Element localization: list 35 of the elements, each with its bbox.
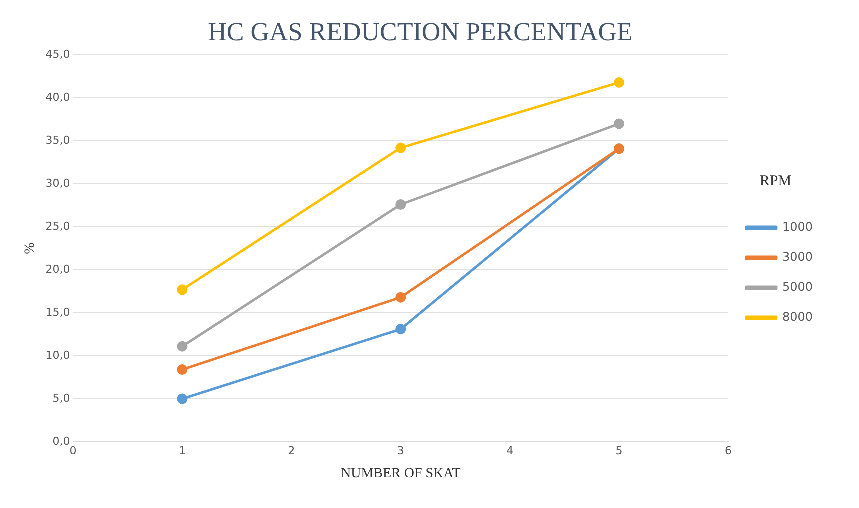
legend-label: 1000 bbox=[782, 220, 814, 234]
x-axis-title: NUMBER OF SKAT bbox=[340, 466, 462, 482]
point bbox=[614, 118, 625, 130]
legend-label: 5000 bbox=[782, 280, 814, 294]
y-tick-label: 45,0 bbox=[46, 48, 70, 62]
y-tick-label: 40,0 bbox=[46, 91, 70, 104]
point bbox=[177, 394, 188, 404]
y-tick-label: 10,0 bbox=[46, 348, 70, 362]
x-tick-label: 1 bbox=[178, 444, 186, 458]
y-tick-label: 20,0 bbox=[46, 262, 70, 276]
point bbox=[177, 284, 188, 296]
point bbox=[177, 364, 188, 376]
x-tick-label: 2 bbox=[288, 444, 296, 458]
legend-label: 3000 bbox=[782, 250, 814, 264]
chart-title: HC GAS REDUCTION PERCENTAGE bbox=[208, 17, 633, 46]
legend-label: 8000 bbox=[782, 310, 814, 324]
x-tick-label: 3 bbox=[397, 444, 404, 458]
x-tick-label: 6 bbox=[724, 444, 732, 458]
x-tick-label: 4 bbox=[506, 444, 514, 458]
x-tick-label: 5 bbox=[616, 444, 623, 458]
point bbox=[614, 77, 625, 88]
y-tick-label: 0,0 bbox=[52, 434, 70, 448]
y-tick-label: 25,0 bbox=[46, 220, 70, 233]
y-axis-title: % bbox=[23, 242, 38, 254]
y-tick-label: 30,0 bbox=[46, 176, 70, 190]
point bbox=[396, 292, 406, 303]
y-tick-label: 15,0 bbox=[46, 306, 70, 319]
point bbox=[396, 324, 406, 335]
x-tick-label: 0 bbox=[70, 444, 77, 458]
y-tick-label: 35,0 bbox=[46, 134, 70, 148]
legend-title: RPM bbox=[760, 173, 792, 190]
point bbox=[177, 341, 188, 352]
point bbox=[396, 200, 406, 210]
point bbox=[396, 142, 406, 154]
y-tick-label: 5,0 bbox=[52, 392, 70, 405]
